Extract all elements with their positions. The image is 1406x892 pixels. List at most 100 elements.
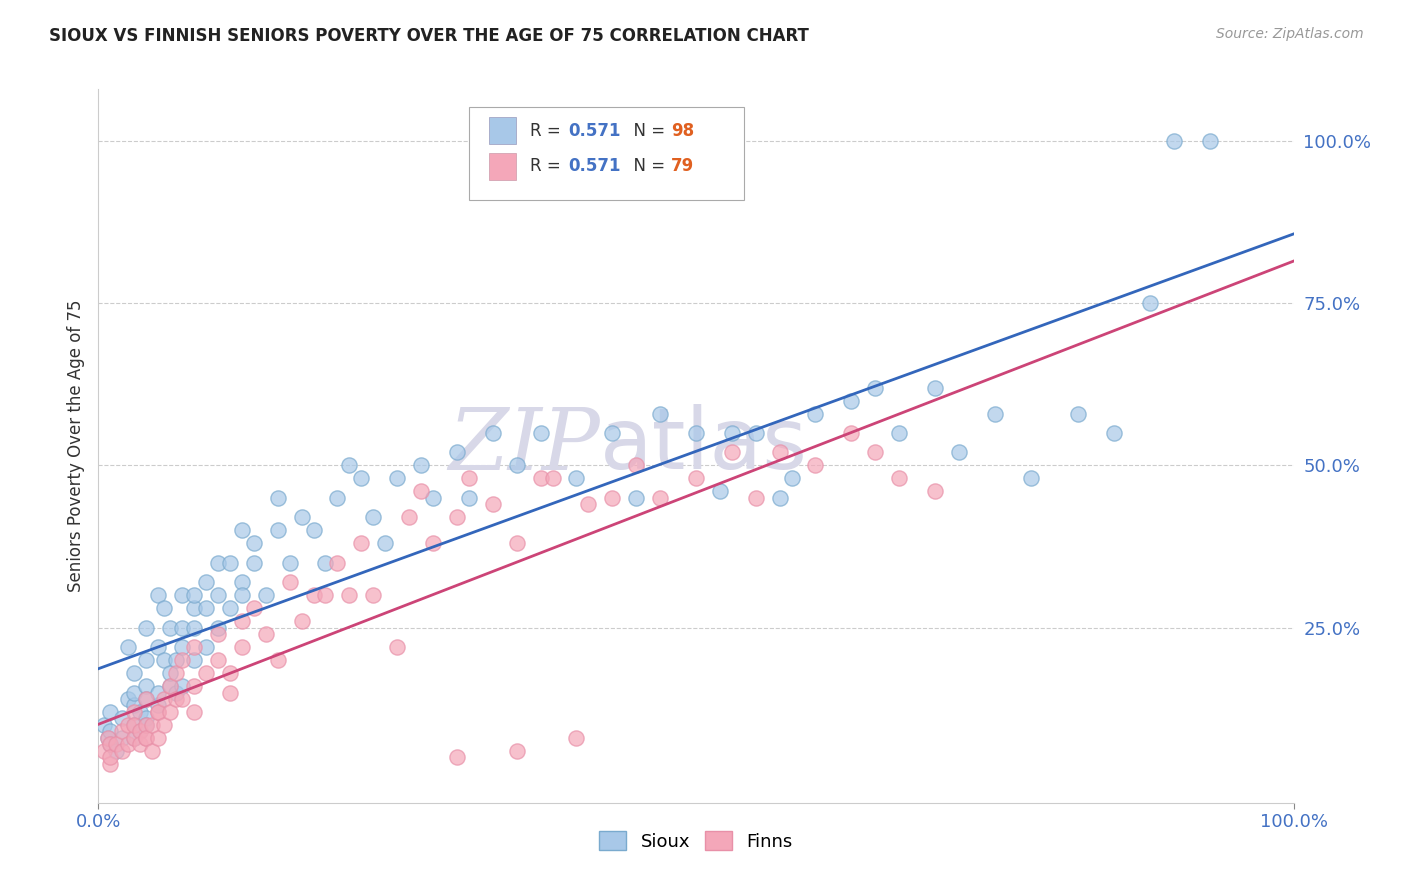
Point — [602, 425, 624, 440]
Point — [350, 536, 373, 550]
Point — [172, 679, 194, 693]
Point — [374, 536, 396, 550]
Point — [315, 556, 337, 570]
Point — [565, 471, 588, 485]
Point — [183, 601, 205, 615]
Point — [278, 556, 301, 570]
Point — [363, 588, 385, 602]
Point — [159, 666, 181, 681]
Point — [506, 458, 529, 473]
Point — [207, 621, 229, 635]
Point — [302, 524, 325, 538]
Point — [195, 575, 218, 590]
Point — [153, 718, 176, 732]
Point — [768, 491, 790, 505]
Point — [768, 445, 790, 459]
Point — [446, 445, 468, 459]
Point — [446, 750, 468, 764]
Point — [339, 588, 361, 602]
Point — [254, 627, 277, 641]
Point — [385, 640, 409, 654]
Point — [745, 425, 768, 440]
Point — [458, 471, 481, 485]
Point — [148, 705, 170, 719]
Point — [111, 724, 134, 739]
Text: atlas: atlas — [600, 404, 808, 488]
Point — [422, 491, 444, 505]
Point — [135, 653, 157, 667]
Point — [135, 621, 157, 635]
FancyBboxPatch shape — [470, 107, 744, 200]
Point — [97, 731, 120, 745]
Point — [219, 601, 242, 615]
Point — [195, 666, 218, 681]
Point — [93, 718, 115, 732]
Point — [231, 614, 253, 628]
Point — [326, 491, 349, 505]
Point — [254, 588, 277, 602]
Point — [267, 653, 290, 667]
Point — [183, 679, 205, 693]
Point — [117, 738, 139, 752]
Point — [124, 705, 146, 719]
Point — [578, 497, 600, 511]
Point — [924, 381, 946, 395]
Point — [207, 556, 229, 570]
Point — [172, 621, 194, 635]
Point — [721, 445, 744, 459]
Point — [129, 724, 152, 739]
Point — [195, 601, 218, 615]
Point — [98, 705, 122, 719]
Text: N =: N = — [623, 157, 671, 175]
Point — [98, 750, 122, 764]
Point — [648, 407, 672, 421]
Point — [302, 588, 325, 602]
Point — [804, 458, 827, 473]
Point — [124, 685, 146, 699]
Text: R =: R = — [530, 121, 565, 139]
Point — [446, 510, 468, 524]
Point — [458, 491, 481, 505]
Point — [481, 425, 505, 440]
Point — [153, 653, 176, 667]
Point — [422, 536, 444, 550]
Text: 98: 98 — [671, 121, 695, 139]
Point — [159, 679, 181, 693]
Point — [98, 738, 122, 752]
Point — [159, 621, 181, 635]
Point — [1199, 134, 1222, 148]
Point — [183, 588, 205, 602]
Point — [231, 575, 253, 590]
Point — [481, 497, 505, 511]
Point — [135, 731, 157, 745]
Point — [172, 692, 194, 706]
Point — [135, 718, 157, 732]
Point — [159, 679, 181, 693]
Point — [165, 666, 187, 681]
Point — [948, 445, 970, 459]
Point — [648, 491, 672, 505]
Point — [98, 756, 122, 771]
Point — [124, 698, 146, 713]
Point — [129, 738, 152, 752]
Point — [93, 744, 115, 758]
Point — [207, 653, 229, 667]
Point — [124, 718, 146, 732]
Point — [411, 458, 433, 473]
Point — [111, 731, 134, 745]
Point — [117, 640, 139, 654]
Point — [97, 731, 120, 745]
Point — [865, 445, 887, 459]
Point — [231, 588, 253, 602]
Point — [291, 510, 314, 524]
Point — [1067, 407, 1090, 421]
Point — [219, 685, 242, 699]
Point — [984, 407, 1007, 421]
Point — [129, 724, 152, 739]
Point — [98, 738, 122, 752]
Point — [98, 724, 122, 739]
Point — [111, 711, 134, 725]
Point — [350, 471, 373, 485]
Point — [129, 705, 152, 719]
Point — [865, 381, 887, 395]
